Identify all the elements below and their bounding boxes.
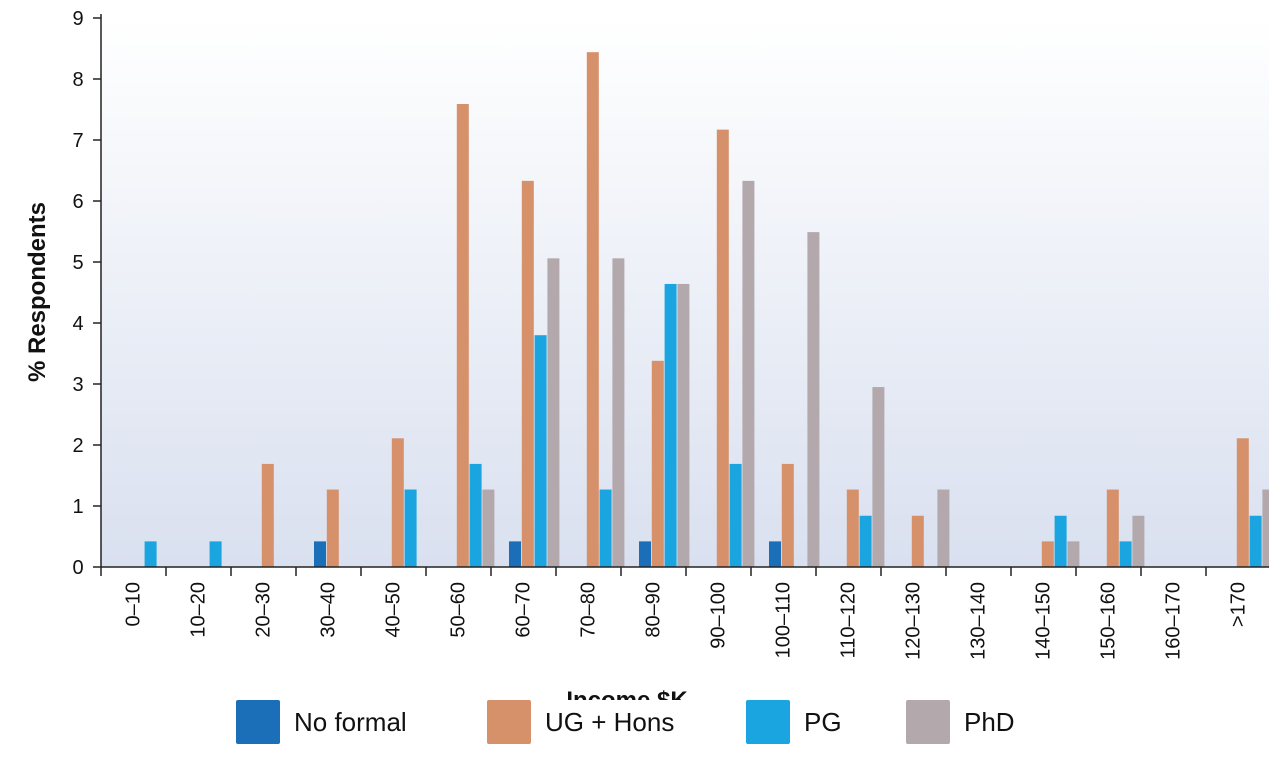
bar-pg-15 [1119,541,1132,567]
bar-ug-hons-15 [1106,489,1119,567]
y-tick-label: 8 [72,69,83,91]
bar-ug-hons-3 [326,489,339,567]
bar-ug-hons-8 [651,360,664,567]
legend-label: PG [804,706,842,737]
y-tick-label: 3 [72,374,83,396]
y-tick-label: 7 [72,130,83,152]
bar-pg-6 [534,335,547,567]
bar-pg-5 [469,463,482,567]
y-tick-label: 6 [72,191,83,213]
bar-no-formal-6 [509,541,521,567]
x-tick-label: 110–120 [838,582,860,658]
x-tick-label: 90–100 [708,582,730,649]
bar-ug-hons-4 [391,438,404,567]
bar-phd-5 [482,489,495,567]
x-tick-label: 70–80 [578,582,600,638]
x-tick-label: 100–110 [773,582,795,658]
x-tick-label: >170 [1228,582,1250,627]
bar-ug-hons-11 [846,489,859,567]
x-tick-label: 80–90 [643,582,665,638]
bar-phd-7 [612,258,625,567]
legend-item-no-formal: No formal [236,700,407,744]
y-tick-label: 9 [72,8,83,30]
bar-phd-6 [547,258,560,567]
legend-swatch [906,700,950,744]
bar-phd-9 [742,180,755,567]
bar-ug-hons-2 [261,463,274,567]
x-tick-label: 10–20 [188,582,210,638]
y-tick-label: 5 [72,252,83,274]
bars-group [144,52,1269,568]
legend-swatch [236,700,280,744]
x-tick-label: 160–170 [1163,582,1185,660]
bar-phd-17 [1262,489,1269,567]
legend-label: No formal [294,706,407,737]
bar-pg-17 [1249,515,1262,567]
x-axis-title: Income $K [566,687,688,700]
bar-pg-1 [209,541,222,567]
bar-pg-11 [859,515,872,567]
legend-swatch [746,700,790,744]
y-tick-label: 0 [72,557,83,579]
x-tick-label: 120–130 [903,582,925,660]
legend-item-pg: PG [746,700,842,744]
bar-pg-9 [729,463,742,567]
bar-ug-hons-17 [1236,438,1249,567]
bar-ug-hons-10 [781,463,794,567]
bar-no-formal-10 [769,541,781,567]
bar-pg-8 [664,283,677,567]
y-tick-label: 1 [72,496,83,518]
legend: No formal UG + Hons PG PhD [0,700,1269,748]
bar-no-formal-8 [639,541,651,567]
y-axis-title: % Respondents [24,202,51,382]
bar-no-formal-3 [314,541,326,567]
bar-phd-14 [1067,541,1080,567]
x-tick-label: 150–160 [1098,582,1120,660]
bar-phd-12 [937,489,950,567]
bar-phd-10 [807,232,820,568]
bar-ug-hons-12 [911,515,924,567]
x-tick-label: 30–40 [318,582,340,638]
bar-ug-hons-5 [456,104,469,567]
bar-pg-0 [144,541,157,567]
bar-pg-7 [599,489,612,567]
x-tick-label: 60–70 [513,582,535,638]
bar-phd-11 [872,387,885,567]
legend-label: UG + Hons [545,706,675,737]
x-tick-label: 20–30 [253,582,275,638]
legend-swatch [487,700,531,744]
x-tick-label: 40–50 [383,582,405,638]
x-tick-label: 0–10 [123,582,145,627]
bar-phd-15 [1132,515,1145,567]
x-tick-label: 50–60 [448,582,470,638]
y-tick-label: 2 [72,435,83,457]
bar-ug-hons-6 [521,180,534,567]
bar-pg-14 [1054,515,1067,567]
x-tick-label: 140–150 [1033,582,1055,660]
legend-label: PhD [964,706,1015,737]
bar-pg-4 [404,489,417,567]
bar-ug-hons-14 [1041,541,1054,567]
axes-group: 0 1 2 3 4 5 6 7 8 9 0–10 10–20 20–30 30–40 40–50 50–60 6… [72,8,1269,660]
legend-item-ug-hons: UG + Hons [487,700,674,744]
bar-ug-hons-9 [716,129,729,567]
income-bar-chart: 0 1 2 3 4 5 6 7 8 9 0–10 10–20 20–30 30–40 40–50 50–60 6… [24,8,1269,700]
x-tick-label: 130–140 [968,582,990,660]
bar-phd-8 [677,283,690,567]
bar-ug-hons-7 [586,52,599,568]
legend-item-phd: PhD [906,700,1015,744]
y-tick-label: 4 [72,313,83,335]
